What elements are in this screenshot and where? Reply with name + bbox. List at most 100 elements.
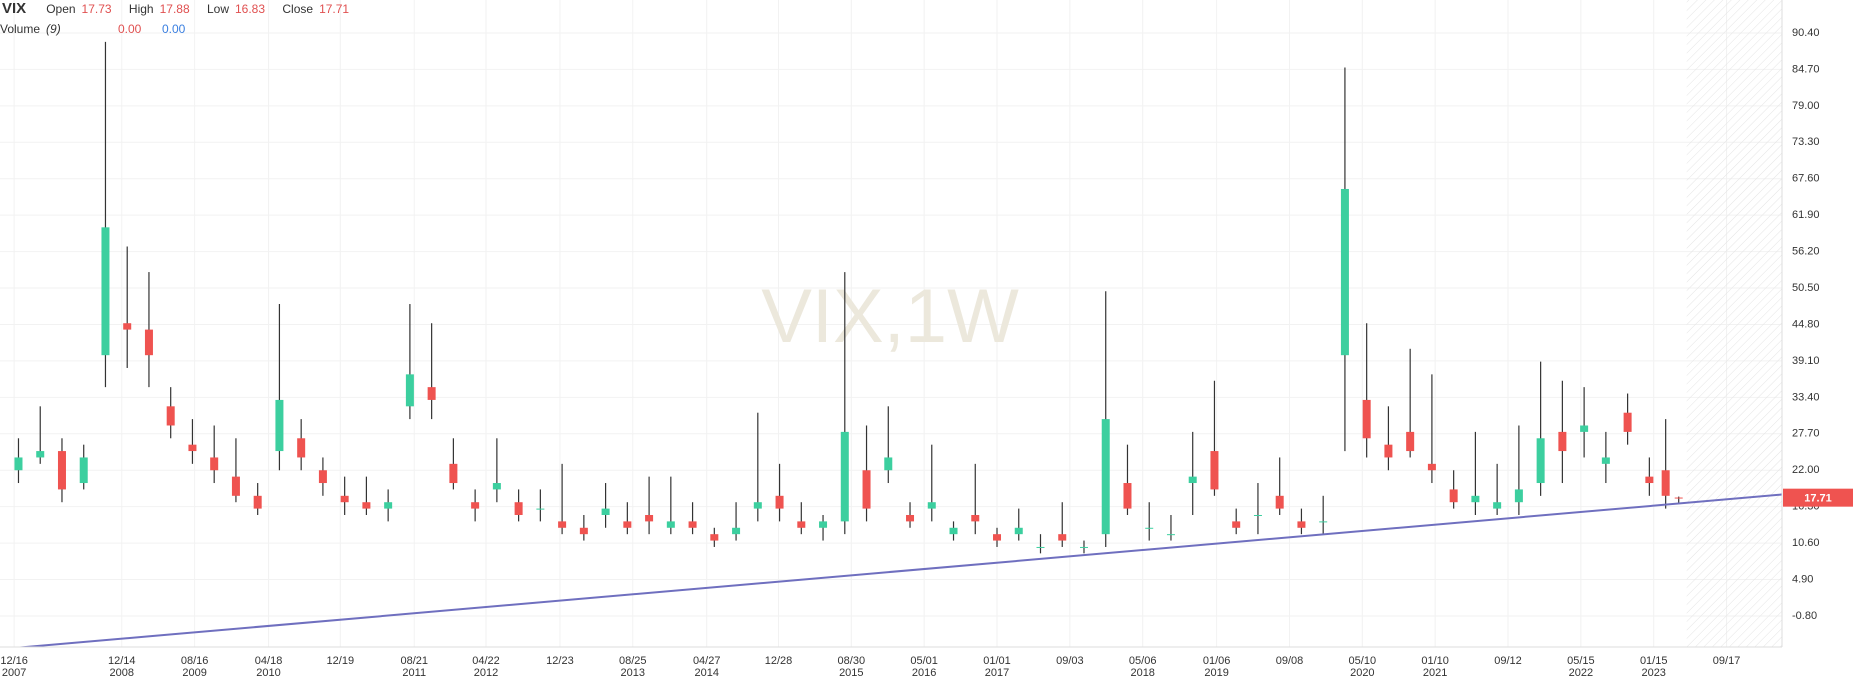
candle-body [210,457,219,471]
x-tick-year: 2007 [2,667,26,679]
candle-body [1645,476,1654,484]
candle-body [1123,483,1132,509]
x-tick-label: 12/14 [108,655,136,667]
candle-body [1166,534,1175,536]
x-tick-label: 05/15 [1567,655,1595,667]
y-tick-label: 84.70 [1792,63,1820,75]
candle-body [57,451,66,490]
candle-body [688,521,697,528]
candle-body [949,527,958,535]
candle-body [384,502,393,509]
x-tick-label: 09/12 [1494,655,1522,667]
candle-body [819,521,828,528]
y-tick-label: 67.60 [1792,173,1820,185]
label: Volume [0,22,41,36]
x-tick-label: 12/16 [0,655,28,667]
x-tick-label: 12/19 [327,655,355,667]
candle-body [1558,431,1567,452]
candle-body [862,470,871,509]
x-tick-label: 08/16 [181,655,209,667]
y-tick-label: 39.10 [1792,355,1820,367]
candle-body [1101,419,1110,535]
y-tick-label: 33.40 [1792,391,1820,403]
candle-body [1580,425,1589,432]
candle-body [101,227,110,356]
candle-body [1384,444,1393,458]
x-tick-label: 01/01 [983,655,1011,667]
trend-line [14,493,1782,647]
x-tick-label: 08/25 [619,655,647,667]
candle-body [732,527,741,535]
candle-body [405,374,414,407]
candle-body [1601,457,1610,464]
watermark: VIX,1W [761,274,1019,359]
x-tick-year: 2020 [1350,667,1374,679]
candle-body [231,476,240,496]
candle-body [1145,527,1154,529]
candle-body [253,495,262,509]
y-tick-label: 56.20 [1792,246,1820,258]
value: 0.00 [118,22,142,36]
x-tick-label: 01/10 [1421,655,1449,667]
x-tick-year: 2016 [912,667,936,679]
candle-body [1340,188,1349,356]
candle-body [1036,546,1045,548]
candle-body [1362,399,1371,439]
x-tick-label: 12/28 [765,655,793,667]
candle-body [1319,521,1328,523]
candle-body [1275,495,1284,509]
axes: 90.40 84.70 79.00 73.30 67.60 61.90 56.20 50.50… [0,27,1853,679]
candle-body [1471,495,1480,503]
candle-body [558,521,567,528]
volume-row: Volume (9) 0.00 0.00 [0,22,185,36]
x-tick-label: 09/17 [1713,655,1741,667]
candle-body [1014,527,1023,535]
overlay [14,493,1782,647]
x-tick-label: 08/30 [838,655,866,667]
candle-body [449,463,458,484]
value: 16.83 [235,2,266,16]
candle-body [1406,431,1415,452]
label: Close [282,2,314,16]
candle-body [79,457,88,484]
x-tick-label: 04/27 [693,655,721,667]
x-tick-year: 2010 [256,667,280,679]
candle-body [471,502,480,509]
candle-body [993,534,1002,541]
candle-body [492,483,501,490]
future-hatch [1686,0,1782,647]
value: 17.88 [159,2,190,16]
x-tick-label: 04/18 [255,655,283,667]
candle-body [275,399,284,452]
candle-body [927,502,936,509]
candle-body [318,470,327,484]
x-tick-label: 05/01 [910,655,938,667]
y-tick-label: 61.90 [1792,209,1820,221]
candle-body [775,495,784,509]
candle-body [1674,497,1683,499]
x-tick-year: 2021 [1423,667,1447,679]
candle-body [166,406,175,426]
period: (9) [46,22,61,36]
label: High [128,2,154,16]
candle-body [362,502,371,509]
x-tick-year: 2017 [985,667,1009,679]
x-tick-label: 12/23 [546,655,574,667]
y-tick-label: -0.80 [1792,610,1817,622]
candle-body [1253,514,1262,516]
x-tick-label: 09/08 [1276,655,1304,667]
y-tick-label: 27.70 [1792,428,1820,440]
candle-body [971,514,980,522]
x-tick-label: 04/22 [472,655,500,667]
candle-body [753,502,762,509]
candle-body [1210,451,1219,490]
candle-body [710,534,719,541]
x-tick-year: 2012 [474,667,498,679]
candle-body [601,508,610,515]
candle-body [123,323,132,330]
candle-body [514,502,523,515]
candle-body [297,438,306,458]
x-tick-year: 2014 [694,667,718,679]
candle-body [36,451,45,458]
candle-body [188,444,197,452]
